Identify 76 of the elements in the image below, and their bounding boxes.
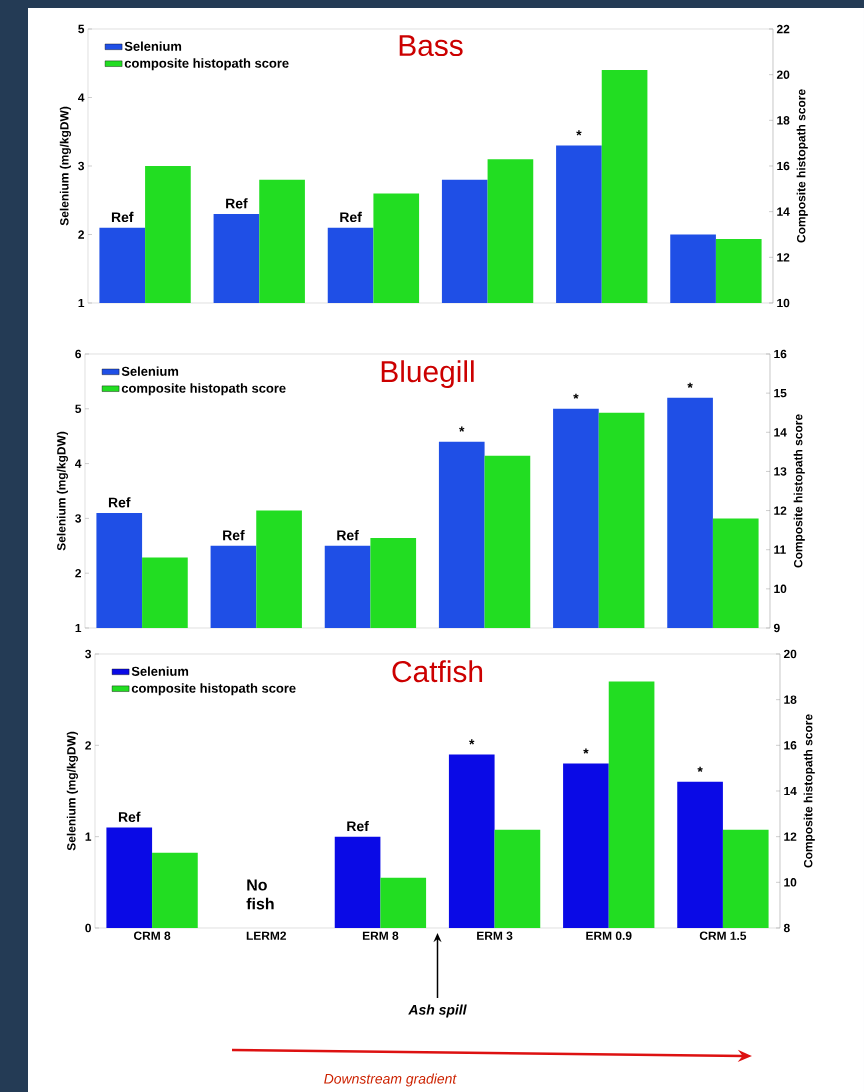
chart-title: Bluegill — [381, 360, 474, 389]
y-tick-label: 1 — [85, 832, 92, 841]
y2-tick-label: 9 — [773, 623, 780, 633]
y-tick-label: 6 — [75, 349, 82, 359]
x-tick-label: ERM 0.9 — [586, 931, 632, 940]
y2-axis-title: Composite histopath score — [796, 89, 808, 243]
x-tick-label: ERM 8 — [362, 931, 399, 940]
y2-tick-label: 14 — [774, 428, 787, 437]
x-tick-label: CRM 8 — [133, 931, 171, 940]
y-tick-label: 2 — [85, 741, 91, 750]
annotation: * — [459, 426, 465, 432]
y-tick-label: 4 — [78, 93, 85, 102]
legend-label: composite histopath score — [131, 683, 296, 696]
annotation: Ref — [118, 811, 141, 823]
chart-title: Catfish — [392, 660, 483, 683]
annotation: * — [469, 739, 475, 745]
y-axis-title: Selenium (mg/kgDW) — [59, 106, 71, 226]
annotation: Ref — [337, 530, 359, 541]
annotation: Ref — [340, 211, 362, 223]
annotation: Ref — [226, 198, 248, 209]
y2-tick-label: 12 — [777, 253, 790, 262]
legend-label: Selenium — [124, 41, 182, 51]
y-tick-label: 4 — [75, 459, 82, 468]
y2-tick-label: 15 — [774, 388, 787, 398]
legend-label: Selenium — [131, 666, 189, 676]
y2-axis-title: Composite histopath score — [793, 414, 805, 568]
annotation: * — [576, 130, 582, 136]
y2-tick-label: 14 — [777, 207, 790, 216]
y2-tick-label: 16 — [784, 741, 797, 750]
x-tick-label: ERM 3 — [477, 931, 513, 940]
y2-axis-title: Composite histopath score — [803, 714, 815, 868]
y2-tick-label: 22 — [776, 24, 790, 34]
text: Downstream gradient — [324, 1073, 457, 1087]
y2-tick-label: 10 — [774, 584, 787, 594]
annotation: * — [697, 766, 703, 772]
annotation: * — [573, 393, 579, 399]
y-tick-label: 2 — [75, 569, 81, 578]
x-tick-label: LERM2 — [246, 931, 287, 940]
annotation: Ref — [347, 820, 369, 832]
y2-tick-label: 8 — [783, 923, 790, 933]
y-axis-title: Selenium (mg/kgDW) — [66, 731, 78, 851]
y2-tick-label: 16 — [777, 161, 790, 171]
y-tick-label: 1 — [78, 298, 85, 308]
legend-label: composite histopath score — [124, 58, 289, 71]
y-tick-label: 3 — [78, 161, 85, 171]
y2-tick-label: 20 — [776, 70, 790, 79]
y-tick-label: 2 — [78, 230, 84, 239]
annotation: No fish — [246, 879, 274, 910]
legend-label: Selenium — [121, 366, 179, 376]
y2-tick-label: 20 — [783, 649, 797, 659]
x-tick-label: CRM 1.5 — [699, 931, 747, 940]
chart-title: Bass — [399, 35, 463, 57]
y2-tick-label: 10 — [777, 298, 790, 308]
annotation: * — [687, 382, 693, 388]
annotation: Ref — [111, 211, 134, 223]
y2-tick-label: 18 — [784, 695, 797, 704]
y-tick-label: 0 — [85, 923, 91, 933]
y2-tick-label: 18 — [777, 116, 790, 125]
y2-tick-label: 12 — [774, 506, 787, 515]
y2-tick-label: 12 — [784, 832, 797, 841]
y2-tick-label: 11 — [774, 545, 786, 554]
y-tick-label: 5 — [75, 404, 82, 413]
y-tick-label: 5 — [78, 24, 85, 34]
y-tick-label: 1 — [75, 623, 82, 633]
y-tick-label: 3 — [75, 514, 82, 523]
y2-tick-label: 10 — [784, 878, 797, 887]
y2-tick-label: 16 — [774, 349, 787, 359]
y2-tick-label: 14 — [784, 786, 797, 796]
annotation: Ref — [108, 497, 131, 508]
annotation: * — [583, 748, 589, 754]
y-tick-label: 3 — [85, 649, 92, 659]
y2-tick-label: 13 — [774, 467, 787, 476]
legend-label: composite histopath score — [121, 383, 286, 396]
annotation: Ref — [223, 530, 245, 541]
text: Ash spill — [408, 1004, 467, 1018]
y-axis-title: Selenium (mg/kgDW) — [56, 431, 68, 551]
